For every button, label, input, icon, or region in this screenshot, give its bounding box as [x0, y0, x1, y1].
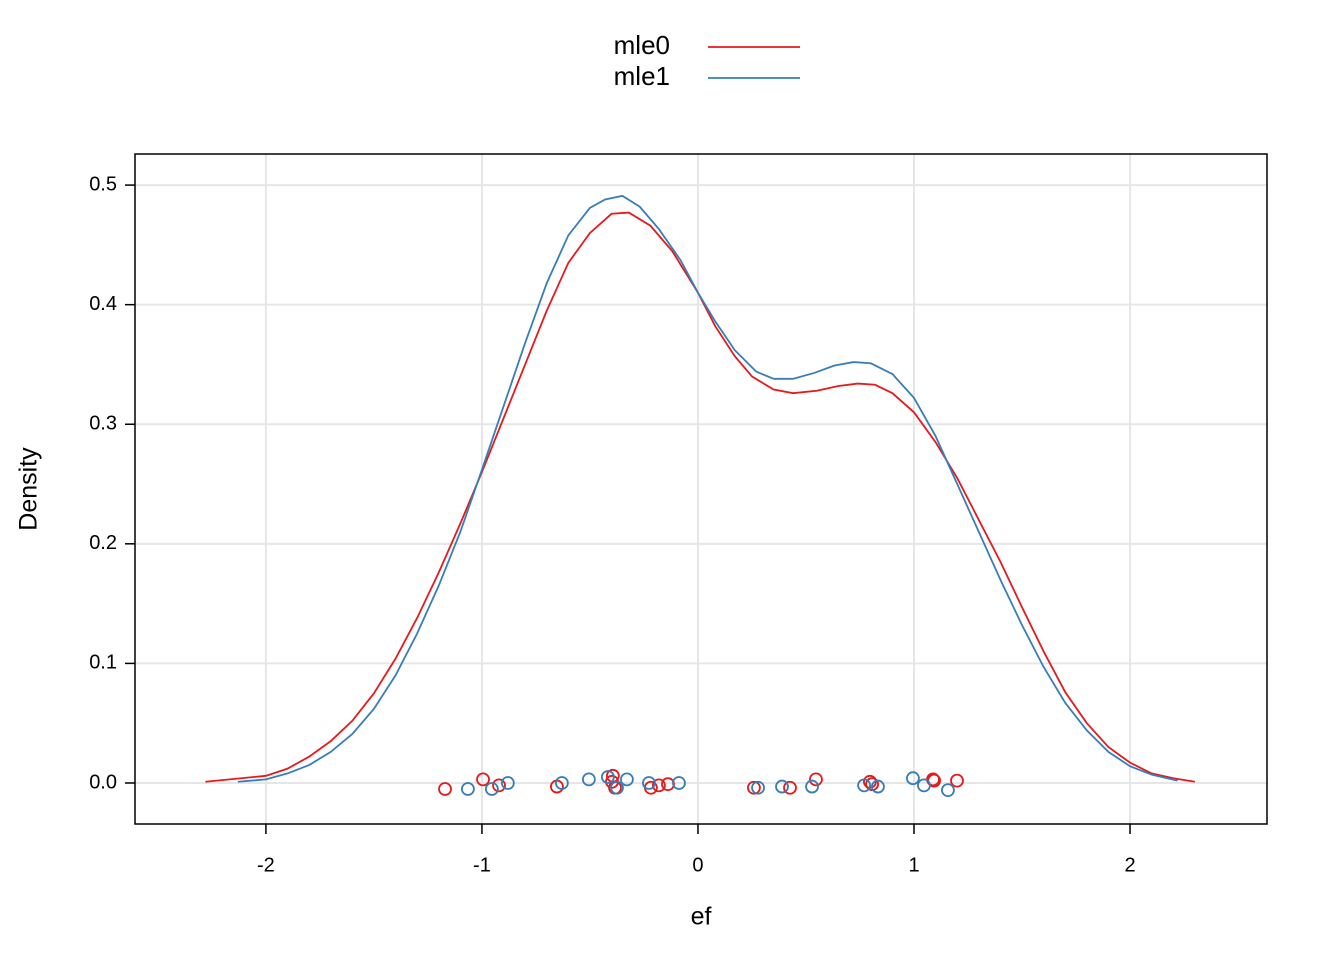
- rug-point: [783, 780, 797, 795]
- rug-point: [642, 776, 656, 790]
- x-tick-label: 2: [1124, 854, 1135, 876]
- x-tick-label: -2: [257, 854, 275, 876]
- rug-point: [461, 782, 475, 796]
- rug-point: [476, 772, 490, 787]
- rug-point: [554, 776, 569, 790]
- rug-point: [610, 780, 624, 795]
- rug-point: [917, 778, 931, 793]
- rug-point: [672, 776, 686, 790]
- y-axis-title: Density: [15, 447, 43, 531]
- x-tick-label: 0: [692, 854, 703, 876]
- rug-point: [492, 778, 506, 793]
- x-tick-label: -1: [473, 854, 491, 876]
- rug-point: [600, 770, 615, 784]
- y-tick-label: 0.2: [89, 532, 117, 554]
- rug-point: [620, 772, 634, 787]
- y-tick-label: 0.1: [89, 652, 117, 674]
- rug-point: [871, 779, 885, 794]
- rug-point: [775, 779, 789, 794]
- rug-point: [747, 780, 761, 795]
- y-tick-label: 0.5: [89, 173, 117, 195]
- rug-point: [651, 778, 666, 793]
- rug-point: [500, 776, 515, 790]
- rug-point: [751, 780, 765, 795]
- y-tick-label: 0.0: [89, 771, 117, 793]
- rug-point: [941, 783, 955, 798]
- rug-point: [950, 773, 964, 788]
- x-tick-label: 1: [908, 854, 919, 876]
- x-axis-title: ef: [691, 903, 712, 931]
- rug-point: [438, 782, 452, 796]
- legend-label: mle1: [614, 61, 670, 91]
- y-tick-label: 0.4: [89, 293, 117, 315]
- plot-frame: [134, 153, 1268, 825]
- rug-point: [805, 779, 819, 794]
- y-tick-label: 0.3: [89, 413, 117, 435]
- rug-point: [857, 778, 872, 793]
- rug-point: [906, 771, 920, 786]
- density-line: [205, 211, 1195, 783]
- rug-point: [809, 772, 823, 787]
- rug-point: [581, 772, 596, 787]
- rug-point: [484, 782, 499, 796]
- density-line: [237, 194, 1178, 783]
- legend-label: mle0: [614, 30, 670, 60]
- rug-point: [661, 777, 675, 792]
